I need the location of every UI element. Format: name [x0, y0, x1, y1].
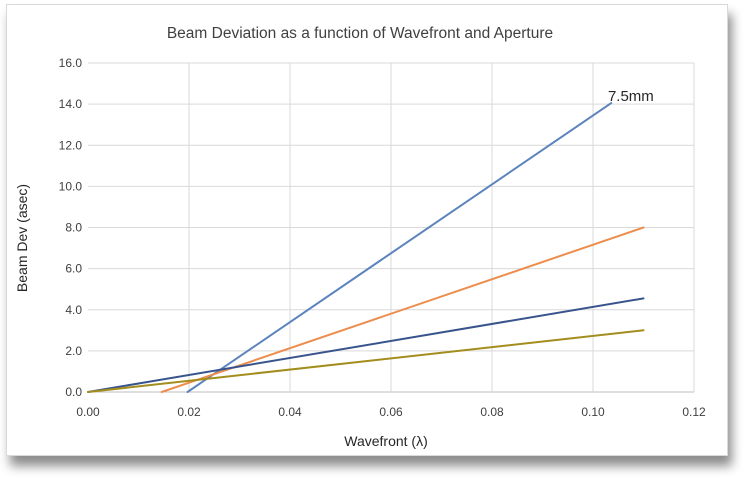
series-lines	[87, 102, 645, 393]
series-line-3	[87, 297, 645, 393]
x-tick-label: 0.12	[682, 405, 706, 419]
chart-frame	[6, 4, 728, 456]
series-line-4	[87, 329, 645, 393]
x-tick-label: 0.08	[480, 405, 504, 419]
y-tick-label: 0.0	[65, 385, 82, 399]
gridlines	[88, 62, 695, 393]
x-tick-label: 0.06	[379, 405, 403, 419]
x-tick-label: 0.02	[177, 405, 201, 419]
y-tick-label: 4.0	[65, 303, 82, 317]
series-line-1	[186, 102, 613, 393]
x-tick-label: 0.10	[581, 405, 605, 419]
y-axis-ticks: 0.0 2.0 4.0 6.0 8.0 10.0 12.0 14.0 16.0	[59, 56, 83, 399]
x-axis-label: Wavefront (λ)	[344, 433, 428, 449]
x-tick-label: 0.00	[76, 405, 100, 419]
y-tick-label: 2.0	[65, 344, 82, 358]
annotation-label: 7.5mm	[608, 88, 654, 105]
x-tick-label: 0.04	[278, 405, 302, 419]
y-tick-label: 16.0	[59, 56, 83, 70]
chart-title: Beam Deviation as a function of Wavefron…	[167, 25, 553, 42]
y-axis-label: Beam Dev (asec)	[14, 184, 30, 292]
y-tick-label: 10.0	[59, 179, 83, 193]
y-tick-label: 6.0	[65, 262, 82, 276]
y-tick-label: 8.0	[65, 221, 82, 235]
annotations: 7.5mm	[608, 88, 654, 105]
x-axis-ticks: 0.00 0.02 0.04 0.06 0.08 0.10 0.12	[76, 405, 706, 419]
y-tick-label: 14.0	[59, 97, 83, 111]
y-tick-label: 12.0	[59, 138, 83, 152]
series-line-2	[160, 226, 645, 393]
